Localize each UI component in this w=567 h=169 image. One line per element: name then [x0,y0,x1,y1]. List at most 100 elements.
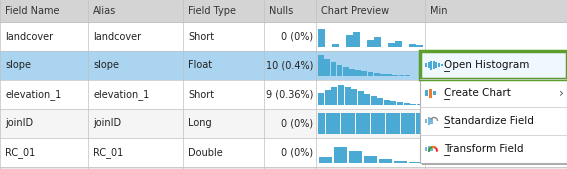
Bar [420,51,567,79]
Text: Short: Short [188,31,214,42]
Bar [408,113,415,134]
Bar [356,70,361,76]
Bar [353,32,359,47]
Text: 0 (0%): 0 (0%) [281,31,313,42]
Bar [391,101,396,105]
Text: joinID: joinID [5,118,33,128]
Text: elevation_1: elevation_1 [93,89,149,100]
Bar [341,113,348,134]
Bar [318,113,325,134]
Bar [392,75,398,76]
Bar [428,62,430,68]
Bar [332,44,338,47]
Bar [416,113,423,134]
Bar [393,113,400,134]
Bar [438,63,440,67]
Text: Min: Min [430,6,447,16]
Bar [371,96,377,105]
Text: ›: › [558,87,564,100]
Text: Long: Long [188,118,211,128]
Bar [0,0,567,22]
Bar [428,117,430,125]
Bar [362,71,367,76]
Bar [428,146,430,152]
Bar [351,89,357,105]
Text: 0 (0%): 0 (0%) [281,148,313,158]
Text: landcover: landcover [93,31,141,42]
Bar [318,93,324,105]
Text: Alias: Alias [93,6,116,16]
Text: Field Type: Field Type [188,6,236,16]
Text: 10 (0.4%): 10 (0.4%) [265,61,313,70]
Bar [0,80,567,109]
Text: Nulls: Nulls [269,6,293,16]
Text: slope: slope [93,61,119,70]
Bar [397,102,403,105]
Bar [409,162,422,163]
Bar [337,65,342,76]
Bar [356,113,363,134]
Text: Transform Field: Transform Field [444,144,523,154]
Text: Open Histogram: Open Histogram [444,60,530,70]
Bar [0,109,567,138]
Bar [384,100,390,105]
Bar [364,94,370,105]
Bar [331,62,336,76]
Bar [393,161,408,163]
Bar [318,55,324,76]
Bar [0,51,567,80]
Bar [324,59,330,76]
Bar [410,104,416,105]
Bar [380,74,386,76]
Bar [371,113,378,134]
Bar [374,73,379,76]
Bar [395,41,402,47]
Bar [0,22,567,51]
Bar [425,90,428,96]
Bar [430,61,432,69]
Bar [425,147,427,151]
Text: 0 (0%): 0 (0%) [281,118,313,128]
Bar [386,74,392,76]
Text: joinID: joinID [93,118,121,128]
Bar [417,104,423,105]
Bar [349,151,362,163]
Bar [333,147,348,163]
Bar [430,147,433,151]
Bar [367,40,374,47]
Bar [318,29,325,47]
Bar [358,91,363,105]
Bar [404,103,409,105]
Bar [377,98,383,105]
Bar [325,90,331,105]
Text: landcover: landcover [5,31,53,42]
Bar [388,43,395,47]
Text: Field Name: Field Name [5,6,60,16]
Bar [374,37,380,47]
Bar [343,67,349,76]
Text: RC_01: RC_01 [5,147,35,158]
Bar [430,118,433,124]
Text: 9 (0.36%): 9 (0.36%) [265,90,313,100]
Bar [346,35,353,47]
Bar [399,75,404,76]
Text: Float: Float [188,61,212,70]
Bar [367,73,373,76]
Bar [429,89,432,98]
Text: Standardize Field: Standardize Field [444,116,534,126]
Bar [401,113,408,134]
Bar [405,75,411,76]
Bar [425,63,427,67]
Bar [433,61,435,69]
Text: Create Chart: Create Chart [444,88,511,98]
Bar [433,91,435,95]
Text: Double: Double [188,148,223,158]
Bar [425,119,427,123]
Bar [435,62,437,68]
Bar [363,156,378,163]
Bar [333,113,340,134]
Bar [349,69,355,76]
Bar [409,44,416,47]
Bar [326,113,333,134]
Bar [363,113,370,134]
